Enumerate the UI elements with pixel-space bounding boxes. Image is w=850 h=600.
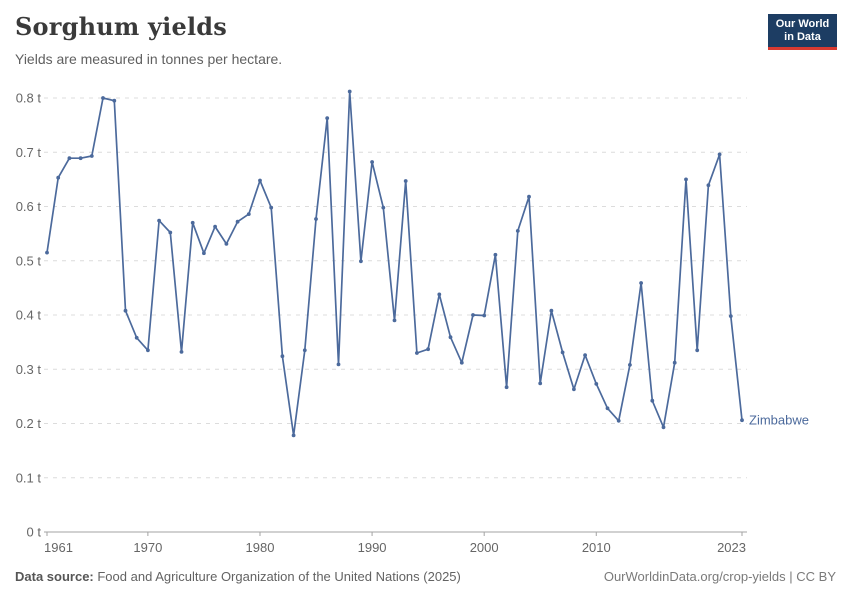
data-point[interactable] xyxy=(392,318,397,323)
data-source-text: Food and Agriculture Organization of the… xyxy=(93,569,461,584)
data-point[interactable] xyxy=(381,205,386,210)
chart-subtitle: Yields are measured in tonnes per hectar… xyxy=(15,51,283,67)
data-point[interactable] xyxy=(246,212,251,217)
data-point[interactable] xyxy=(359,259,363,264)
data-point[interactable] xyxy=(527,194,531,199)
x-tick-label: 2010 xyxy=(582,540,611,555)
data-source: Data source: Food and Agriculture Organi… xyxy=(15,569,461,584)
data-point[interactable] xyxy=(717,152,722,157)
x-tick-label: 1990 xyxy=(358,540,387,555)
series-label-zimbabwe[interactable]: Zimbabwe xyxy=(749,413,809,428)
data-point[interactable] xyxy=(661,425,666,430)
data-point[interactable] xyxy=(684,177,688,182)
footer-link[interactable]: OurWorldinData.org/crop-yields | CC BY xyxy=(603,569,836,584)
data-point[interactable] xyxy=(605,406,610,411)
data-point[interactable] xyxy=(482,313,487,318)
data-point[interactable] xyxy=(616,418,621,423)
data-point[interactable] xyxy=(157,218,162,223)
data-point[interactable] xyxy=(459,360,464,365)
data-point[interactable] xyxy=(448,335,453,340)
data-point[interactable] xyxy=(426,347,430,352)
data-point[interactable] xyxy=(291,433,296,438)
data-point[interactable] xyxy=(347,89,352,94)
data-point[interactable] xyxy=(89,154,94,158)
data-point[interactable] xyxy=(740,418,744,423)
data-point[interactable] xyxy=(78,156,83,161)
data-point[interactable] xyxy=(504,385,509,390)
y-tick-label: 0.2 t xyxy=(16,416,42,431)
data-point[interactable] xyxy=(515,229,520,233)
data-point[interactable] xyxy=(650,398,655,403)
data-point[interactable] xyxy=(168,230,173,235)
data-point[interactable] xyxy=(594,382,599,386)
data-point[interactable] xyxy=(639,281,643,285)
data-point[interactable] xyxy=(370,160,374,164)
data-point[interactable] xyxy=(235,219,240,224)
data-point[interactable] xyxy=(67,156,72,161)
data-point[interactable] xyxy=(415,351,419,355)
y-tick-label: 0.4 t xyxy=(16,308,42,323)
data-point[interactable] xyxy=(325,116,330,120)
data-point[interactable] xyxy=(538,381,543,386)
y-tick-label: 0.6 t xyxy=(16,199,42,214)
x-tick-label: 2000 xyxy=(470,540,499,555)
data-point[interactable] xyxy=(258,178,262,183)
data-point[interactable] xyxy=(224,242,229,246)
owid-logo[interactable]: Our World in Data xyxy=(768,14,837,50)
x-tick-label: 1970 xyxy=(133,540,162,555)
data-point[interactable] xyxy=(202,251,206,256)
data-point[interactable] xyxy=(437,292,442,297)
y-tick-label: 0.8 t xyxy=(16,91,42,106)
data-point[interactable] xyxy=(583,353,587,357)
owid-logo-line1: Our World xyxy=(775,18,830,30)
data-point[interactable] xyxy=(314,217,318,221)
data-point[interactable] xyxy=(45,250,49,255)
owid-logo-line2: in Data xyxy=(784,31,821,43)
data-line-zimbabwe xyxy=(46,90,743,437)
x-tick-label: 1961 xyxy=(44,540,73,555)
data-point[interactable] xyxy=(302,348,307,353)
data-point[interactable] xyxy=(336,362,341,367)
data-point[interactable] xyxy=(672,360,677,365)
data-point[interactable] xyxy=(112,98,117,103)
y-tick-label: 0.1 t xyxy=(16,470,42,485)
data-point[interactable] xyxy=(549,308,554,313)
data-source-label: Data source: xyxy=(15,569,94,584)
y-tick-label: 0.7 t xyxy=(16,145,42,160)
y-tick-label: 0.3 t xyxy=(16,362,42,377)
data-point[interactable] xyxy=(280,354,285,359)
data-point[interactable] xyxy=(123,308,128,313)
data-point[interactable] xyxy=(695,348,700,353)
data-point[interactable] xyxy=(706,183,711,188)
data-point[interactable] xyxy=(134,335,139,340)
page-title: Sorghum yields xyxy=(15,12,227,41)
y-tick-label: 0.5 t xyxy=(16,253,42,268)
data-point[interactable] xyxy=(628,363,632,367)
data-point[interactable] xyxy=(728,314,733,318)
data-point[interactable] xyxy=(471,313,475,317)
data-point[interactable] xyxy=(190,220,195,225)
data-point[interactable] xyxy=(493,252,498,257)
x-tick-label: 1980 xyxy=(246,540,275,555)
data-point[interactable] xyxy=(56,175,61,180)
data-point[interactable] xyxy=(269,205,274,210)
data-point[interactable] xyxy=(560,350,565,355)
data-point[interactable] xyxy=(572,387,576,392)
data-point[interactable] xyxy=(179,350,184,354)
y-tick-label: 0 t xyxy=(27,525,42,540)
data-point[interactable] xyxy=(213,224,218,229)
x-tick-label: 2023 xyxy=(717,540,746,555)
data-point[interactable] xyxy=(101,96,105,100)
data-point[interactable] xyxy=(403,179,408,183)
line-chart-canvas[interactable]: 0 t 0.1 t 0.2 t 0.3 t 0.4 t 0.5 t 0.6 t 0.7 t 0.… xyxy=(0,78,850,560)
data-point[interactable] xyxy=(146,348,150,353)
